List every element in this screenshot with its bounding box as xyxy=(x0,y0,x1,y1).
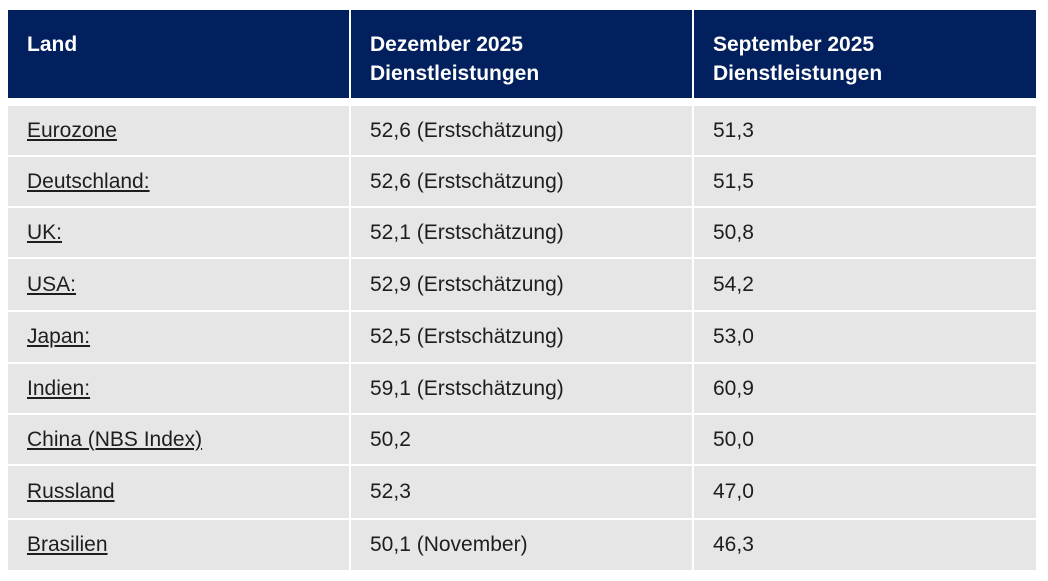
country-link[interactable]: USA: xyxy=(27,272,77,296)
header-text: Dienstleistungen xyxy=(713,62,883,85)
table-cell: 54,2 xyxy=(694,259,1036,310)
country-link[interactable]: China (NBS Index) xyxy=(27,427,203,451)
cell-text: 59,1 (Erstschätzung) xyxy=(370,376,564,400)
country-link[interactable]: Japan: xyxy=(27,325,91,348)
header-cell: September 2025 Dienstleistungen xyxy=(694,10,1036,98)
table-cell: 50,1 (November) xyxy=(351,520,692,570)
table-cell: 50,0 xyxy=(694,415,1036,464)
table-cell: Indien: xyxy=(8,364,349,413)
cell-text: 51,3 xyxy=(713,118,754,142)
cell-text: 52,1 (Erstschätzung) xyxy=(370,220,564,244)
cell-text: 52,3 xyxy=(370,480,411,503)
cell-text: 50,8 xyxy=(713,220,754,244)
cell-text: 52,5 (Erstschätzung) xyxy=(370,325,564,348)
table-cell: 52,5 (Erstschätzung) xyxy=(351,312,692,362)
cell-text: 52,6 (Erstschätzung) xyxy=(370,118,564,142)
table-cell: 60,9 xyxy=(694,364,1036,413)
table-cell: 50,2 xyxy=(351,415,692,464)
header-text: Dienstleistungen xyxy=(370,62,540,85)
table-cell: 53,0 xyxy=(694,312,1036,362)
cell-text: 50,2 xyxy=(370,427,411,451)
table-cell: 52,3 xyxy=(351,466,692,518)
country-link[interactable]: UK: xyxy=(27,220,63,244)
cell-text: 52,6 (Erstschätzung) xyxy=(370,169,564,193)
cell-text: 51,5 xyxy=(713,169,754,193)
cell-text: 52,9 (Erstschätzung) xyxy=(370,272,564,296)
table-cell: 59,1 (Erstschätzung) xyxy=(351,364,692,413)
header-cell: Land xyxy=(8,10,349,98)
table-cell: 46,3 xyxy=(694,520,1036,570)
country-link[interactable]: Russland xyxy=(27,480,115,503)
table-cell: 52,6 (Erstschätzung) xyxy=(351,157,692,206)
country-link[interactable]: Brasilien xyxy=(27,533,108,556)
table-cell: China (NBS Index) xyxy=(8,415,349,464)
table-cell: 52,6 (Erstschätzung) xyxy=(351,106,692,155)
cell-text: 46,3 xyxy=(713,533,754,556)
country-link[interactable]: Indien: xyxy=(27,376,91,400)
cell-text: 54,2 xyxy=(713,272,754,296)
header-cell: Dezember 2025 Dienstleistungen xyxy=(351,10,692,98)
cell-text: 50,0 xyxy=(713,427,754,451)
country-link[interactable]: Deutschland: xyxy=(27,169,150,193)
table-cell: 47,0 xyxy=(694,466,1036,518)
table-cell: 52,9 (Erstschätzung) xyxy=(351,259,692,310)
table-cell: Brasilien xyxy=(8,520,349,570)
header-text: Dezember 2025 xyxy=(370,33,523,56)
table-cell: 50,8 xyxy=(694,208,1036,257)
country-link[interactable]: Eurozone xyxy=(27,118,117,142)
cell-text: 60,9 xyxy=(713,376,754,400)
table-cell: Deutschland: xyxy=(8,157,349,206)
cell-text: 47,0 xyxy=(713,480,754,503)
header-text: September 2025 xyxy=(713,33,875,56)
table-cell: 51,3 xyxy=(694,106,1036,155)
header-text: Land xyxy=(27,33,78,56)
table-cell: Eurozone xyxy=(8,106,349,155)
table-cell: UK: xyxy=(8,208,349,257)
table-cell: USA: xyxy=(8,259,349,310)
table-cell: 51,5 xyxy=(694,157,1036,206)
cell-text: 53,0 xyxy=(713,325,754,348)
table-cell: Russland xyxy=(8,466,349,518)
table-cell: Japan: xyxy=(8,312,349,362)
cell-text: 50,1 (November) xyxy=(370,533,528,556)
table-cell: 52,1 (Erstschätzung) xyxy=(351,208,692,257)
